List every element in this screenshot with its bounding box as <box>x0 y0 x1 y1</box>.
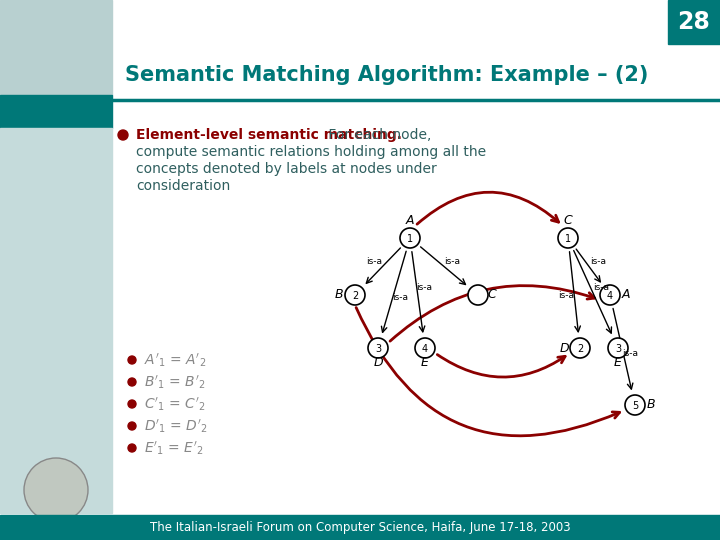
Circle shape <box>24 458 88 522</box>
Circle shape <box>400 228 420 248</box>
Bar <box>0 95 112 128</box>
Circle shape <box>625 395 645 415</box>
Text: 2: 2 <box>352 291 358 301</box>
Circle shape <box>608 338 628 358</box>
Text: 1: 1 <box>565 234 571 244</box>
Text: $B'_1$ = $B'_2$: $B'_1$ = $B'_2$ <box>144 373 206 391</box>
Text: 4: 4 <box>607 291 613 301</box>
Text: A: A <box>622 288 630 301</box>
Circle shape <box>128 400 136 408</box>
Text: is-a: is-a <box>366 256 382 266</box>
Bar <box>668 0 720 44</box>
FancyArrowPatch shape <box>356 308 620 436</box>
Text: B: B <box>647 399 655 411</box>
Text: Element-level semantic matching.: Element-level semantic matching. <box>136 128 402 142</box>
Text: $A'_1$ = $A'_2$: $A'_1$ = $A'_2$ <box>144 351 206 369</box>
Circle shape <box>468 285 488 305</box>
Text: A: A <box>406 214 414 227</box>
Text: 3: 3 <box>615 344 621 354</box>
Circle shape <box>558 228 578 248</box>
Text: For each node,: For each node, <box>324 128 431 142</box>
Text: B: B <box>335 288 343 301</box>
Text: is-a: is-a <box>622 348 638 357</box>
Circle shape <box>128 444 136 452</box>
FancyArrowPatch shape <box>437 355 565 377</box>
Text: E: E <box>614 356 622 369</box>
Text: is-a: is-a <box>558 291 574 300</box>
Circle shape <box>118 130 128 140</box>
Text: is-a: is-a <box>444 256 460 266</box>
Text: 1: 1 <box>407 234 413 244</box>
Text: 28: 28 <box>678 10 711 34</box>
Text: 2: 2 <box>577 344 583 354</box>
Circle shape <box>570 338 590 358</box>
Text: concepts denoted by labels at nodes under: concepts denoted by labels at nodes unde… <box>136 162 437 176</box>
Text: 3: 3 <box>375 344 381 354</box>
Text: Semantic Matching Algorithm: Example – (2): Semantic Matching Algorithm: Example – (… <box>125 65 649 85</box>
Bar <box>0 515 720 540</box>
Text: D: D <box>373 356 383 369</box>
Text: is-a: is-a <box>590 256 606 266</box>
Text: compute semantic relations holding among all the: compute semantic relations holding among… <box>136 145 486 159</box>
Text: E: E <box>421 356 429 369</box>
FancyArrowPatch shape <box>417 192 559 224</box>
Text: 4: 4 <box>422 344 428 354</box>
Circle shape <box>128 378 136 386</box>
Text: D: D <box>559 341 569 354</box>
Bar <box>0 0 112 95</box>
Text: 5: 5 <box>632 401 638 411</box>
Text: consideration: consideration <box>136 179 230 193</box>
Text: is-a: is-a <box>416 282 432 292</box>
Circle shape <box>415 338 435 358</box>
Text: $E'_1$ = $E'_2$: $E'_1$ = $E'_2$ <box>144 439 204 457</box>
Text: $C'_1$ = $C'_2$: $C'_1$ = $C'_2$ <box>144 395 206 413</box>
Text: is-a: is-a <box>593 282 609 292</box>
Text: C: C <box>487 288 496 301</box>
Text: is-a: is-a <box>392 294 408 302</box>
Circle shape <box>600 285 620 305</box>
Text: $D'_1$ = $D'_2$: $D'_1$ = $D'_2$ <box>144 417 208 435</box>
Bar <box>0 128 112 513</box>
FancyArrowPatch shape <box>390 286 595 341</box>
Circle shape <box>128 356 136 364</box>
Circle shape <box>345 285 365 305</box>
Circle shape <box>128 422 136 430</box>
Circle shape <box>368 338 388 358</box>
Text: C: C <box>564 214 572 227</box>
Text: The Italian-Israeli Forum on Computer Science, Haifa, June 17-18, 2003: The Italian-Israeli Forum on Computer Sc… <box>150 521 570 534</box>
